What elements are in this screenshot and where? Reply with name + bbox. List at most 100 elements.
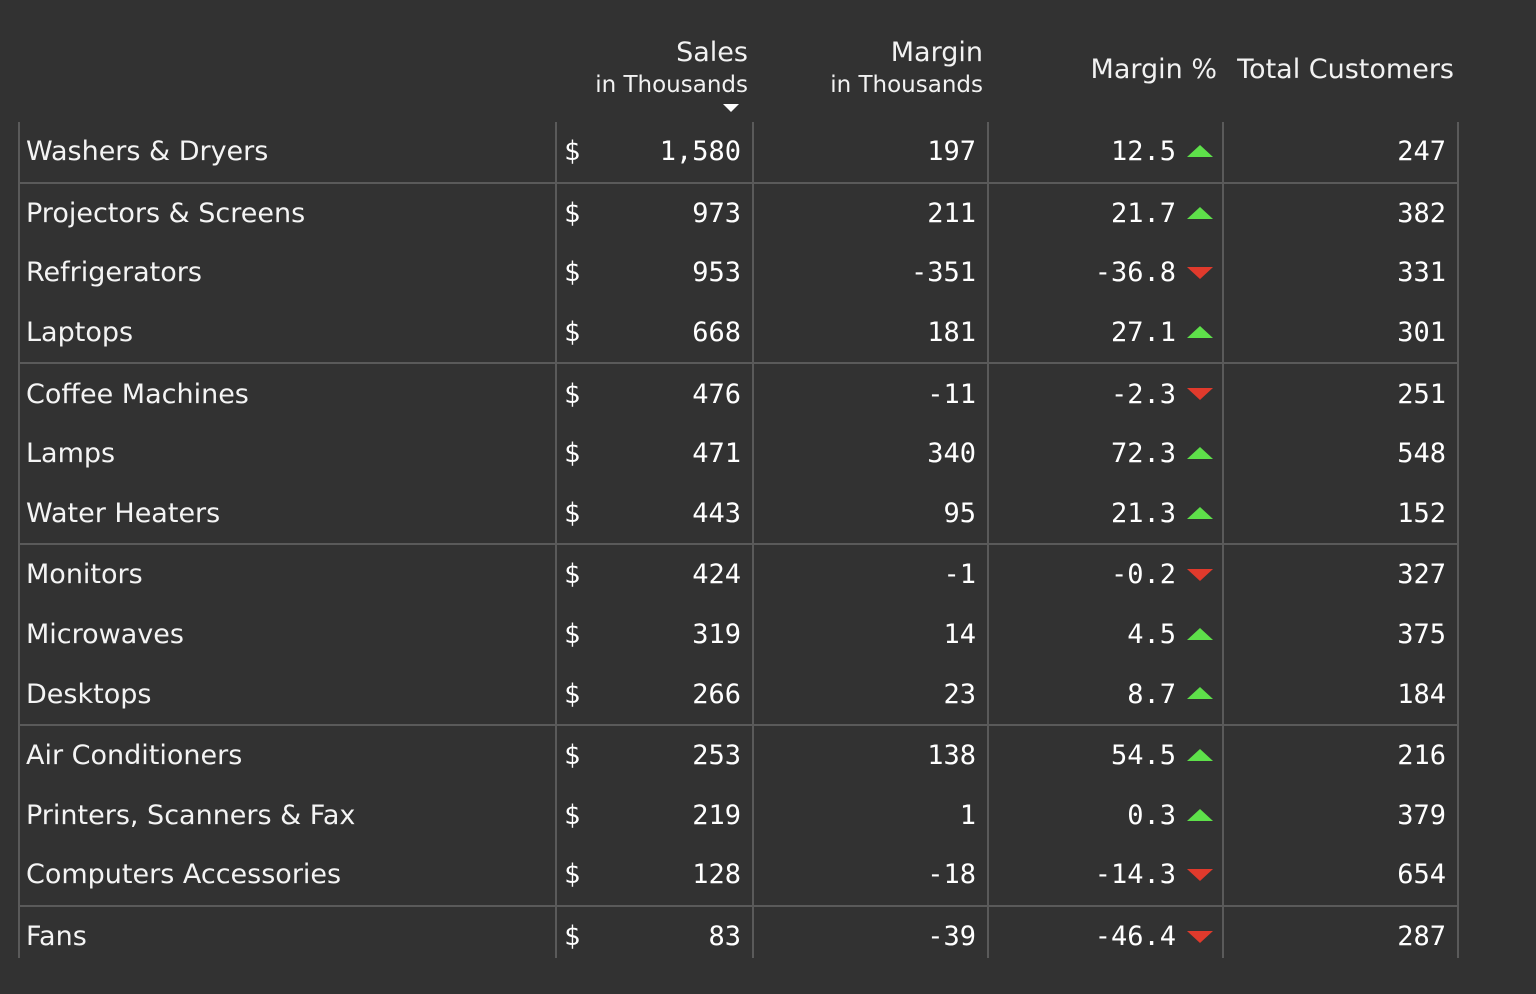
sales-value: 953 (692, 257, 741, 289)
sales-value: 424 (692, 559, 741, 591)
trend-up-icon (1187, 325, 1213, 338)
grid-line (555, 122, 557, 958)
customers-value: 251 (1397, 378, 1446, 410)
margin-value: -39 (927, 921, 976, 953)
margin-value: 340 (927, 438, 976, 470)
currency-symbol: $ (564, 799, 581, 831)
trend-up-icon (1187, 145, 1213, 157)
table-row[interactable]: Projectors & Screens $973 211 21.7 382 (18, 184, 1459, 244)
row-group: Washers & Dryers $1,580 197 12.5 247 (18, 122, 1459, 182)
table-row[interactable]: Desktops $266 23 8.7 184 (18, 664, 1459, 724)
sales-value: 83 (708, 921, 741, 953)
currency-symbol: $ (564, 317, 581, 349)
header-margin-pct[interactable]: Margin % (1040, 53, 1217, 87)
product-name: Coffee Machines (26, 378, 249, 410)
currency-symbol: $ (564, 678, 581, 710)
margin-value: -11 (927, 378, 976, 410)
customers-value: 152 (1397, 497, 1446, 529)
margin-value: -1 (943, 559, 976, 591)
table-row[interactable]: Fans $83 -39 -46.4 287 (18, 907, 1459, 967)
header-total-customers[interactable]: Total Customers (1228, 53, 1454, 87)
margin-value: 95 (943, 497, 976, 529)
customers-value: 216 (1397, 740, 1446, 772)
margin-pct-value: -2.3 (1110, 378, 1176, 410)
row-group: Monitors $424 -1 -0.2 327 Microwaves $319 14 4.5… (18, 543, 1459, 724)
currency-symbol: $ (564, 378, 581, 410)
sales-value: 443 (692, 497, 741, 529)
header-sales-sublabel: in Thousands (595, 72, 748, 98)
table-row[interactable]: Water Heaters $443 95 21.3 152 (18, 484, 1459, 544)
customers-value: 301 (1397, 317, 1446, 349)
header-total-customers-label: Total Customers (1237, 54, 1454, 85)
product-name: Refrigerators (26, 257, 202, 289)
customers-value: 184 (1397, 678, 1446, 710)
sales-value: 668 (692, 317, 741, 349)
sort-descending-icon[interactable] (723, 104, 739, 112)
margin-pct-value: 21.7 (1110, 197, 1176, 229)
sales-value: 476 (692, 378, 741, 410)
product-name: Lamps (26, 438, 116, 470)
margin-value: 181 (927, 317, 976, 349)
margin-value: 197 (927, 136, 976, 168)
header-sales[interactable]: Sales in Thousands (560, 36, 748, 100)
table-row[interactable]: Monitors $424 -1 -0.2 327 (18, 545, 1459, 605)
header-margin-label: Margin (890, 37, 983, 68)
product-name: Projectors & Screens (26, 197, 306, 229)
grid-line (752, 122, 754, 958)
data-table: Washers & Dryers $1,580 197 12.5 247 Projecto… (18, 122, 1459, 966)
customers-value: 287 (1397, 921, 1446, 953)
sales-value: 319 (692, 619, 741, 651)
currency-symbol: $ (564, 859, 581, 891)
margin-value: -18 (927, 859, 976, 891)
sales-value: 471 (692, 438, 741, 470)
product-name: Printers, Scanners & Fax (26, 799, 356, 831)
table-row[interactable]: Washers & Dryers $1,580 197 12.5 247 (18, 122, 1459, 182)
sales-value: 128 (692, 859, 741, 891)
currency-symbol: $ (564, 740, 581, 772)
trend-down-icon (1187, 869, 1213, 882)
customers-value: 247 (1397, 136, 1446, 168)
table-row[interactable]: Laptops $668 181 27.1 301 (18, 303, 1459, 363)
margin-value: 211 (927, 197, 976, 229)
margin-pct-value: 21.3 (1110, 497, 1176, 529)
table-row[interactable]: Lamps $471 340 72.3 548 (18, 424, 1459, 484)
trend-up-icon (1187, 446, 1213, 459)
table-row[interactable]: Microwaves $319 14 4.5 375 (18, 605, 1459, 665)
product-name: Monitors (26, 559, 143, 591)
product-name: Laptops (26, 317, 134, 349)
currency-symbol: $ (564, 559, 581, 591)
table-row[interactable]: Air Conditioners $253 138 54.5 216 (18, 726, 1459, 786)
table-row[interactable]: Printers, Scanners & Fax $219 1 0.3 379 (18, 786, 1459, 846)
customers-value: 379 (1397, 799, 1446, 831)
row-group: Air Conditioners $253 138 54.5 216 Printers, … (18, 723, 1459, 905)
trend-down-icon (1187, 267, 1213, 280)
table-row[interactable]: Coffee Machines $476 -11 -2.3 251 (18, 364, 1459, 424)
margin-pct-value: 72.3 (1110, 438, 1176, 470)
currency-symbol: $ (564, 619, 581, 651)
table-row[interactable]: Computers Accessories $128 -18 -14.3 654 (18, 845, 1459, 905)
margin-pct-value: 27.1 (1110, 317, 1176, 349)
margin-pct-value: -0.2 (1110, 559, 1176, 591)
product-name: Microwaves (26, 619, 184, 651)
customers-value: 382 (1397, 197, 1446, 229)
currency-symbol: $ (564, 257, 581, 289)
table-row[interactable]: Refrigerators $953 -351 -36.8 331 (18, 243, 1459, 303)
margin-pct-value: -36.8 (1094, 257, 1176, 289)
margin-pct-value: -14.3 (1094, 859, 1176, 891)
product-name: Fans (26, 921, 87, 953)
sales-value: 973 (692, 197, 741, 229)
header-margin-pct-label: Margin % (1090, 54, 1217, 85)
header-margin[interactable]: Margin in Thousands (790, 36, 983, 100)
sales-value: 266 (692, 678, 741, 710)
currency-symbol: $ (564, 497, 581, 529)
sales-value: 1,580 (659, 136, 741, 168)
margin-value: 14 (943, 619, 976, 651)
product-name: Washers & Dryers (26, 136, 269, 168)
trend-up-icon (1187, 506, 1213, 519)
row-group: Coffee Machines $476 -11 -2.3 251 Lamps $471 34… (18, 362, 1459, 543)
grid-line (1457, 122, 1459, 958)
trend-down-icon (1187, 569, 1213, 582)
margin-pct-value: 54.5 (1110, 740, 1176, 772)
grid-line (18, 122, 20, 958)
currency-symbol: $ (564, 197, 581, 229)
